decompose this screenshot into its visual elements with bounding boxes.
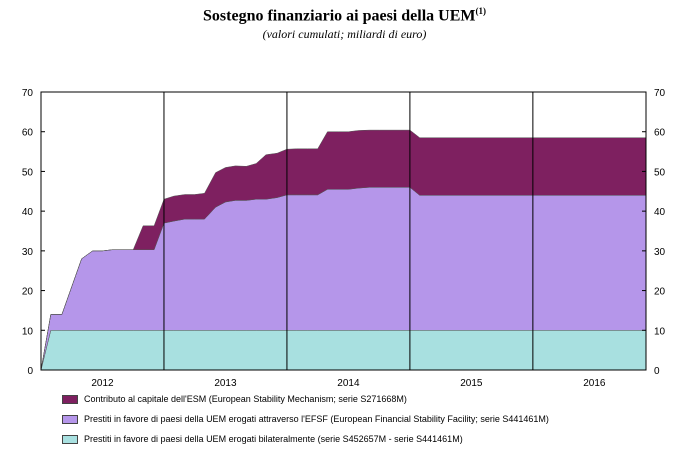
x-tick-label-2014: 2014: [337, 378, 360, 389]
chart-subtitle: (valori cumulati; miliardi di euro): [262, 27, 427, 41]
y-tick-label-right: 50: [654, 167, 666, 178]
y-tick-label-right: 60: [654, 128, 666, 139]
legend-label: Prestiti in favore di paesi della UEM er…: [84, 414, 549, 424]
y-tick-label-left: 50: [22, 167, 34, 178]
y-tick-label-right: 0: [654, 366, 660, 377]
y-tick-label-left: 60: [22, 128, 34, 139]
y-tick-label-left: 10: [22, 326, 34, 337]
area-series-1: [40, 330, 647, 371]
x-tick-label-2012: 2012: [91, 378, 114, 389]
legend-item-2: Prestiti in favore di paesi della UEM er…: [62, 414, 549, 424]
legend-label: Contributo al capitale dell'ESM (Europea…: [84, 394, 407, 404]
legend-swatch: [62, 414, 78, 424]
y-tick-label-right: 70: [654, 88, 666, 99]
legend-item-3: Prestiti in favore di paesi della UEM er…: [62, 434, 463, 444]
y-tick-label-right: 40: [654, 207, 666, 218]
legend-item-1: Contributo al capitale dell'ESM (Europea…: [62, 394, 407, 404]
y-axis-left: 0 10 20 30 40 50 60 70: [22, 88, 45, 377]
y-tick-label-left: 30: [22, 247, 34, 258]
chart-title-text: Sostegno finanziario ai paesi della UEM: [203, 7, 476, 25]
stacked-area-chart: 0 10 20 30 40 50 60 70 0 10 20 30 40 50 60 70 2012 2013…: [22, 88, 666, 389]
y-tick-label-left: 40: [22, 207, 34, 218]
y-tick-label-right: 20: [654, 287, 666, 298]
y-tick-label-right: 10: [654, 326, 666, 337]
x-tick-label-2013: 2013: [214, 378, 237, 389]
legend-swatch: [62, 434, 78, 444]
plot-frame: [40, 91, 647, 371]
y-tick-label-left: 20: [22, 287, 34, 298]
chart-title: Sostegno finanziario ai paesi della UEM(…: [0, 6, 689, 25]
legend-swatch: [62, 394, 78, 404]
x-tick-label-2015: 2015: [460, 378, 483, 389]
title-footnote-marker: (1): [475, 6, 486, 16]
legend-label: Prestiti in favore di paesi della UEM er…: [84, 434, 463, 444]
x-axis: 2012 2013 2014 2015 2016: [91, 378, 606, 389]
year-boundaries-group: [163, 92, 534, 370]
area-series-group: [40, 129, 647, 371]
y-axis-right: 0 10 20 30 40 50 60 70: [642, 88, 666, 377]
y-tick-label-right: 30: [654, 247, 666, 258]
y-tick-label-left: 70: [22, 88, 34, 99]
y-tick-label-left: 0: [27, 366, 33, 377]
x-tick-label-2016: 2016: [583, 378, 606, 389]
